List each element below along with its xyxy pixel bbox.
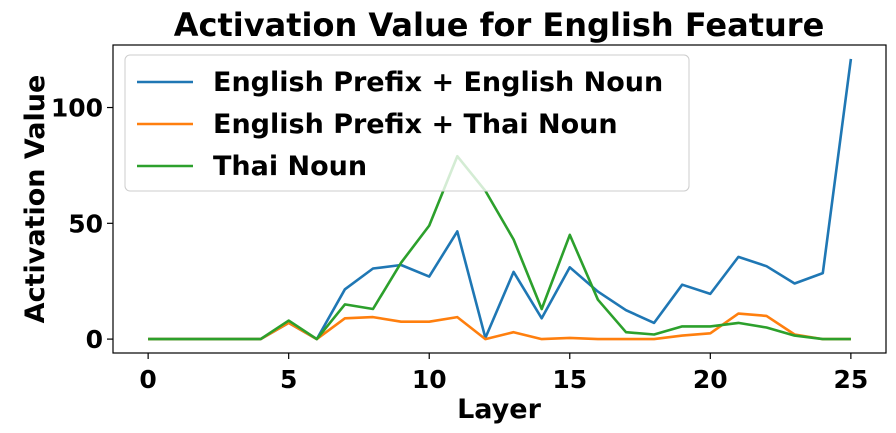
- y-tick-label: 100: [51, 94, 103, 123]
- legend-label-2: English Prefix + Thai Noun: [213, 109, 618, 140]
- legend-label-3: Thai Noun: [213, 151, 367, 182]
- x-tick-label: 5: [280, 365, 297, 394]
- y-axis: 0 50 100: [51, 94, 113, 354]
- y-axis-label: Activation Value: [20, 75, 51, 324]
- series-line-2: [148, 312, 851, 341]
- x-axis-label: Layer: [457, 394, 542, 425]
- x-tick-label: 15: [552, 365, 587, 394]
- x-tick-label: 20: [693, 365, 728, 394]
- x-tick-label: 0: [139, 365, 156, 394]
- x-tick-label: 10: [412, 365, 447, 394]
- chart-title: Activation Value for English Feature: [174, 6, 825, 44]
- series-line-3: [148, 154, 851, 341]
- legend-label-1: English Prefix + English Noun: [213, 67, 663, 98]
- legend: English Prefix + English Noun English Pre…: [124, 54, 690, 192]
- legend-box: [124, 54, 690, 192]
- x-tick-label: 25: [833, 365, 868, 394]
- plot-frame: [112, 44, 887, 354]
- x-axis: 0 5 10 15 20 25: [139, 353, 868, 394]
- plot-lines: [148, 58, 853, 341]
- y-tick-label: 0: [86, 325, 103, 354]
- y-tick-label: 50: [68, 209, 103, 238]
